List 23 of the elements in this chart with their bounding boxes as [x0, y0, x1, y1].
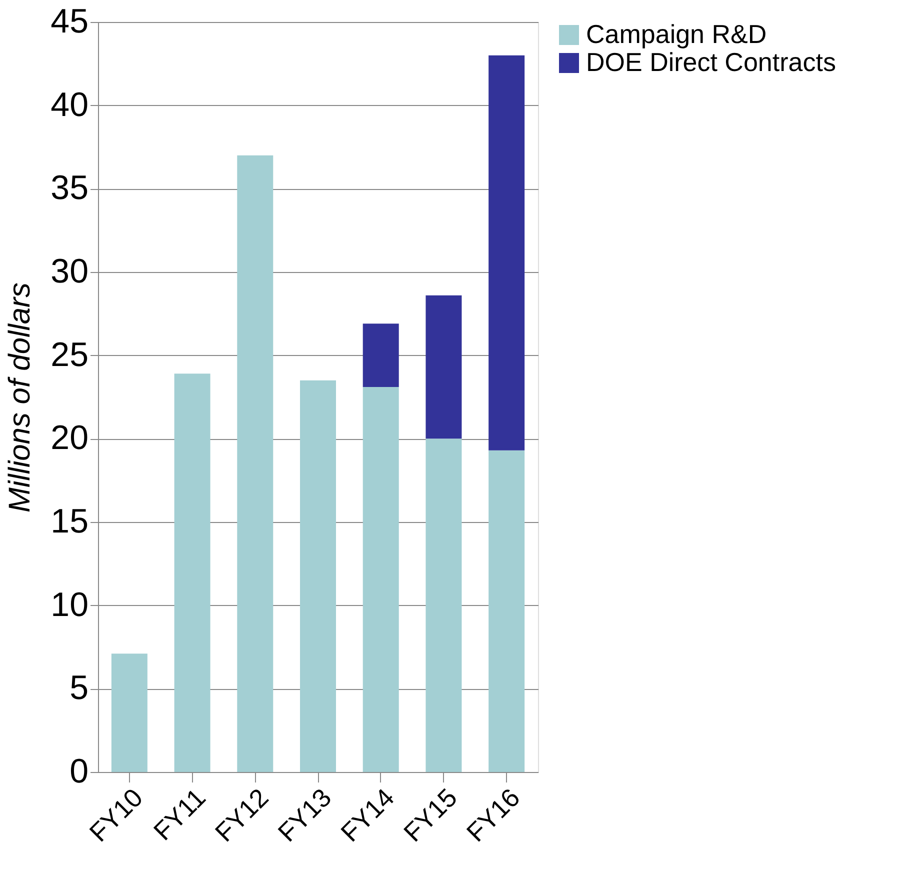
y-tick-label: 45	[50, 2, 88, 40]
bar	[488, 450, 525, 772]
bar	[174, 374, 210, 772]
bar	[362, 387, 399, 772]
y-tick-label: 5	[70, 669, 88, 708]
bar	[426, 295, 462, 439]
y-tick-label: 20	[50, 419, 88, 458]
y-tick-label: 25	[50, 336, 88, 374]
bar	[300, 380, 336, 772]
bar	[111, 654, 148, 772]
legend-label: Campaign R&D	[586, 19, 767, 49]
y-axis-title: Millions of dollars	[4, 282, 37, 513]
y-tick-label: 35	[50, 169, 88, 208]
bar	[426, 438, 462, 772]
y-tick-label: 10	[50, 586, 88, 624]
bar	[362, 324, 399, 387]
legend-label: DOE Direct Contracts	[586, 47, 836, 77]
bar	[237, 155, 274, 772]
y-tick-label: 0	[70, 752, 88, 790]
y-tick-label: 30	[50, 252, 88, 290]
y-tick-label: 15	[50, 502, 88, 540]
bar	[488, 55, 525, 450]
y-tick-label: 40	[50, 86, 88, 124]
